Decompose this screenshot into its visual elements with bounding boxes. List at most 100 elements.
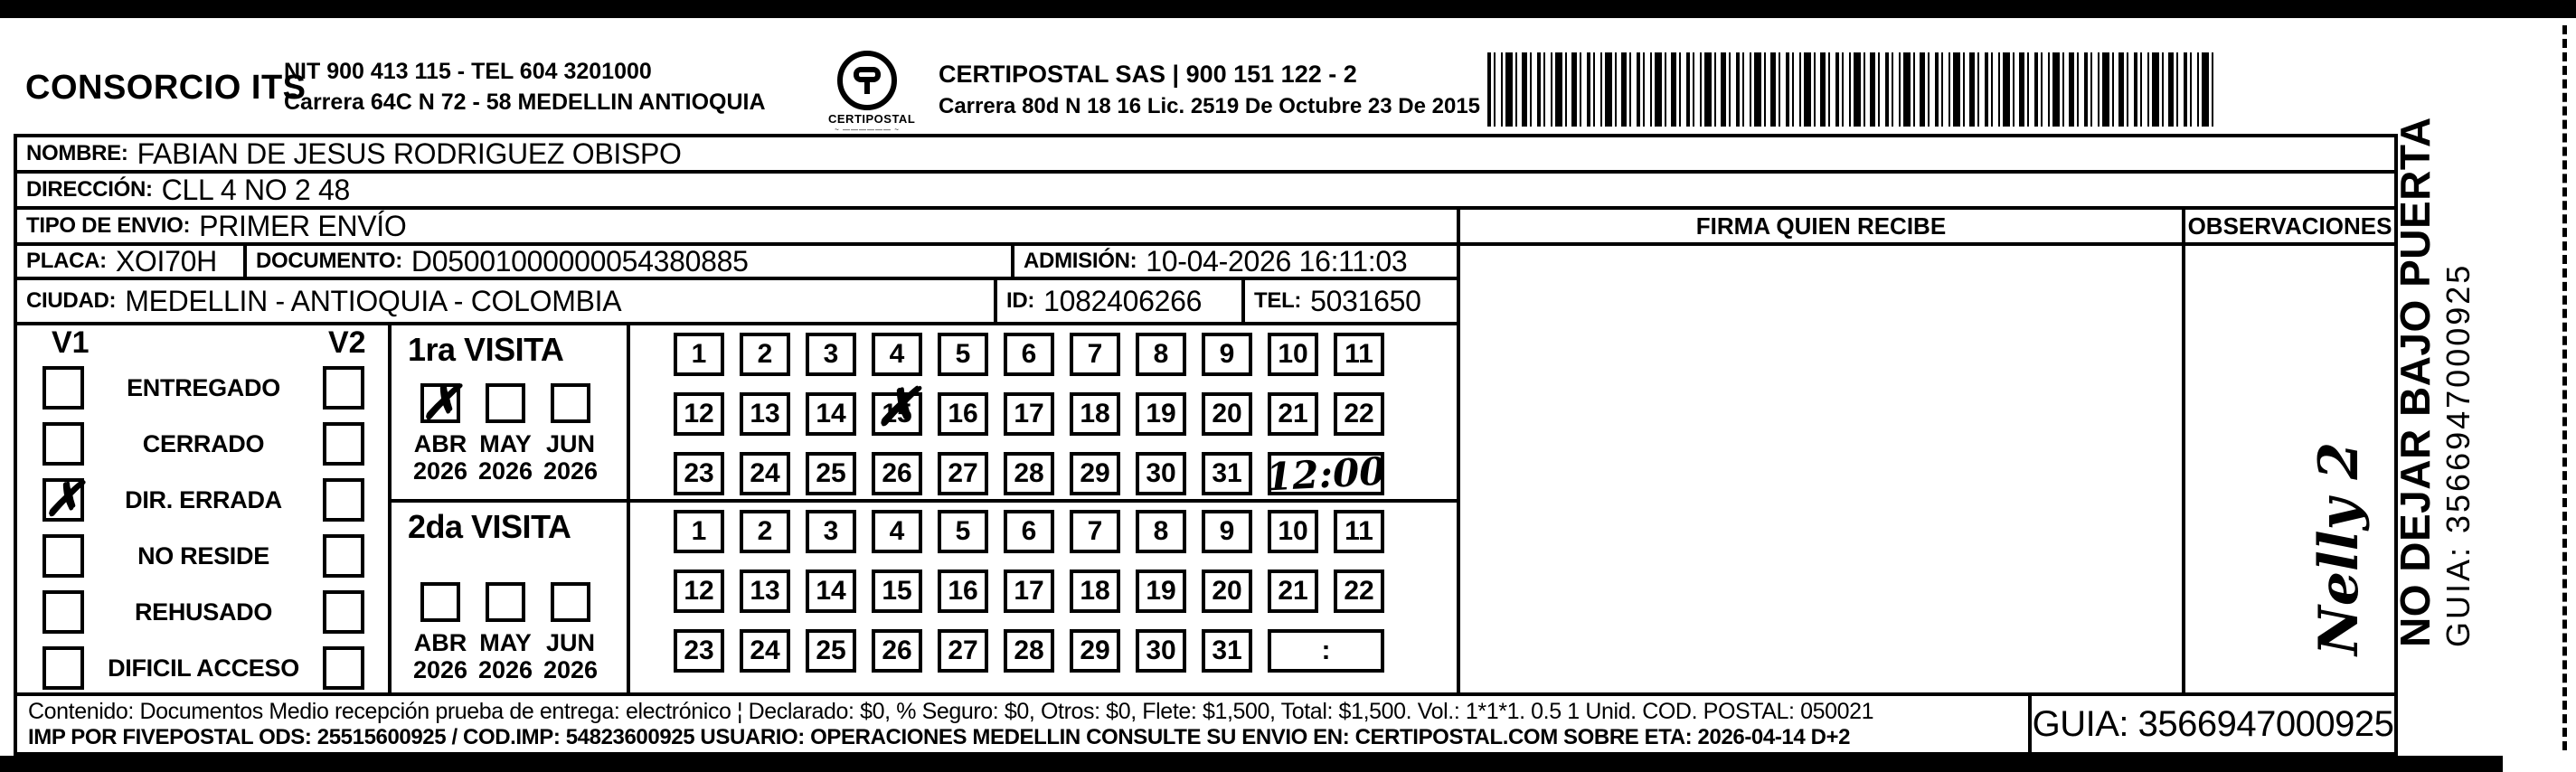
perforation-dashed-edge (2562, 25, 2567, 750)
status-label-entregado: ENTREGADO (127, 373, 280, 401)
status-row-dir-errada: ✗ DIR. ERRADA (17, 472, 388, 528)
consorcio-nit: NIT 900 413 115 - TEL 604 3201000 (284, 59, 652, 84)
day-first-3: 3 (806, 333, 856, 376)
status-row-rehusado: REHUSADO (17, 584, 388, 640)
documento-cell: DOCUMENTO: D05001000000054380885 (243, 242, 1014, 280)
day-second-22: 22 (1334, 570, 1384, 613)
status-panel: V1 V2 ENTREGADO CERRADO ✗ DIR. ERRADA NO RES… (14, 322, 392, 696)
status-row-dificil-acceso: DIFICIL ACCESO (17, 640, 388, 692)
year-label-first-jun: 2026 (543, 457, 599, 485)
v1-checkbox-rehusado (42, 590, 84, 634)
top-edge-bar (0, 0, 2576, 18)
day-first-5: 5 (938, 333, 988, 376)
day-first-30: 30 (1136, 452, 1186, 495)
observaciones-column-header: OBSERVACIONES (2182, 206, 2398, 246)
day-second-23: 23 (674, 629, 724, 673)
day-first-29: 29 (1070, 452, 1120, 495)
first-visit-day-grid: 1 2 3 4 5 6 7 8 9 10 11 12 13 14 15 ✗ 16 17 18 19 20 21 22 23 24… (630, 325, 1457, 499)
nombre-label: NOMBRE: (26, 141, 128, 165)
day-first-20: 20 (1202, 392, 1252, 436)
consorcio-contact-block: NIT 900 413 115 - TEL 604 3201000 Carrer… (284, 56, 766, 118)
second-visit-calendar: 1 2 3 4 5 6 7 8 9 10 11 12 13 14 15 16 17 18 19 20 21 22 23 24 2… (627, 499, 1460, 696)
placa-value: XOI70H (115, 244, 217, 278)
day-first-1: 1 (674, 333, 724, 376)
id-cell: ID: 1082406266 (994, 277, 1245, 325)
status-label-rehusado: REHUSADO (134, 598, 273, 626)
day-first-21: 21 (1268, 392, 1318, 436)
day-cross-mark-first: ✗ (874, 376, 920, 438)
status-label-no-reside: NO RESIDE (137, 541, 269, 570)
v2-checkbox-cerrado (323, 422, 364, 466)
v2-checkbox-rehusado (323, 590, 364, 634)
time-note-first: 12:00 (1265, 448, 1387, 499)
id-value: 1082406266 (1043, 284, 1203, 317)
month-checkbox-first-may (486, 383, 525, 423)
day-first-2: 2 (740, 333, 790, 376)
time-cell-second: : (1268, 629, 1384, 673)
footer-content-line: Contenido: Documentos Medio recepción pr… (28, 698, 1874, 724)
year-label-second-abr: 2026 (412, 656, 468, 683)
day-first-8: 8 (1136, 333, 1186, 376)
day-first-4: 4 (872, 333, 922, 376)
documento-value: D05001000000054380885 (410, 244, 749, 278)
month-col-second-jun: JUN 2026 (538, 582, 603, 683)
signature-handwriting: Nelly 2 (2307, 441, 2371, 655)
day-second-18: 18 (1070, 570, 1120, 613)
v2-checkbox-dificil-acceso (323, 646, 364, 690)
logo-caption: CERTIPOSTAL (828, 112, 916, 126)
ciudad-cell: CIUDAD: MEDELLIN - ANTIOQUIA - COLOMBIA (14, 277, 997, 325)
day-second-25: 25 (806, 629, 856, 673)
first-visit-panel: 1ra VISITA ✗ ABR 2026 MAY 2026 JUN 2026 (388, 322, 630, 503)
direccion-label: DIRECCIÓN: (26, 177, 153, 202)
month-checkbox-second-jun (551, 582, 590, 622)
guia-number-box: GUIA: 3566947000925 (2028, 692, 2398, 756)
v2-checkbox-dir-errada (323, 478, 364, 522)
day-second-5: 5 (938, 510, 988, 553)
day-second-14: 14 (806, 570, 856, 613)
day-second-24: 24 (740, 629, 790, 673)
firma-column-header: FIRMA QUIEN RECIBE (1457, 206, 2185, 246)
tel-label: TEL: (1254, 288, 1302, 313)
day-second-1: 1 (674, 510, 724, 553)
footer-imp-line: IMP POR FIVEPOSTAL ODS: 25515600925 / CO… (28, 724, 1851, 749)
first-visit-calendar: 1 2 3 4 5 6 7 8 9 10 11 12 13 14 15 ✗ 16 17 18 19 20 21 22 23 24… (627, 322, 1460, 503)
observaciones-area (2182, 242, 2398, 696)
day-second-2: 2 (740, 510, 790, 553)
v1-checkbox-entregado (42, 366, 84, 410)
tel-cell: TEL: 5031650 (1241, 277, 1460, 325)
v1-checkbox-no-reside (42, 534, 84, 578)
day-second-15: 15 (872, 570, 922, 613)
first-visit-title: 1ra VISITA (408, 331, 564, 368)
v2-checkbox-entregado (323, 366, 364, 410)
tipo-envio-label: TIPO DE ENVIO: (26, 213, 191, 238)
time-note-second: : (1321, 635, 1331, 665)
day-first-15: 15 ✗ (872, 376, 922, 438)
placa-cell: PLACA: XOI70H (14, 242, 247, 280)
v1-checkbox-dir-errada: ✗ (42, 472, 84, 527)
admision-label: ADMISIÓN: (1024, 249, 1137, 273)
month-label-first-abr: ABR (413, 430, 467, 457)
certipostal-address-line: Carrera 80d N 18 16 Lic. 2519 De Octubre… (939, 94, 1481, 118)
day-first-7: 7 (1070, 333, 1120, 376)
day-first-27: 27 (938, 452, 988, 495)
month-col-second-may: MAY 2026 (473, 582, 538, 683)
tel-value: 5031650 (1310, 284, 1421, 317)
day-second-19: 19 (1136, 570, 1186, 613)
second-visit-months: ABR 2026 MAY 2026 JUN 2026 (392, 582, 627, 683)
year-label-first-abr: 2026 (412, 457, 468, 485)
direccion-value: CLL 4 NO 2 48 (161, 173, 351, 206)
documento-label: DOCUMENTO: (256, 249, 402, 273)
nombre-value: FABIAN DE JESUS RODRIGUEZ OBISPO (137, 137, 682, 170)
year-label-second-may: 2026 (477, 656, 533, 683)
day-second-17: 17 (1004, 570, 1054, 613)
postal-stamp-icon (854, 67, 881, 82)
year-label-first-may: 2026 (477, 457, 533, 485)
day-second-29: 29 (1070, 629, 1120, 673)
certipostal-company-line: CERTIPOSTAL SAS | 900 151 122 - 2 (939, 61, 1357, 88)
day-first-26: 26 (872, 452, 922, 495)
admision-value: 10-04-2026 16:11:03 (1146, 244, 1408, 278)
ciudad-value: MEDELLIN - ANTIOQUIA - COLOMBIA (125, 284, 622, 317)
day-second-3: 3 (806, 510, 856, 553)
day-first-16: 16 (938, 392, 988, 436)
